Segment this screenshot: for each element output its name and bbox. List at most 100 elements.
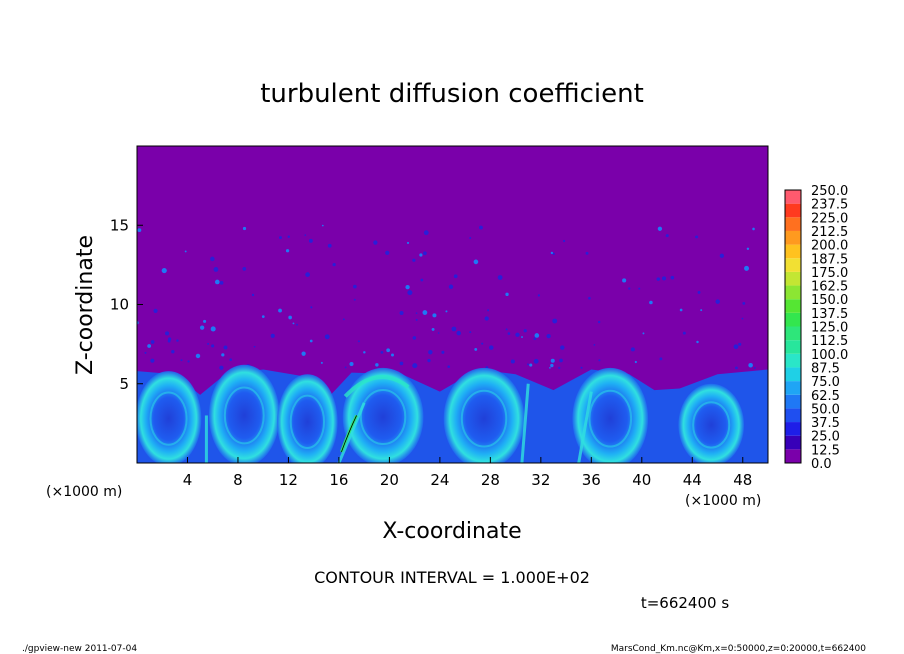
colorbar-level-label: 150.0 bbox=[811, 293, 848, 308]
eddy-swirl bbox=[223, 386, 265, 445]
speckle bbox=[748, 362, 753, 368]
speckle bbox=[161, 267, 167, 274]
speckle bbox=[474, 347, 478, 351]
speckle bbox=[431, 327, 435, 331]
speckle bbox=[301, 351, 306, 356]
contour-line bbox=[341, 415, 357, 453]
speckle bbox=[697, 290, 701, 294]
plot-area bbox=[136, 145, 769, 464]
speckle bbox=[445, 310, 448, 313]
colorbar-level-label: 112.5 bbox=[811, 334, 848, 349]
colorbar-segment bbox=[785, 381, 801, 395]
x-tick-label: 16 bbox=[329, 471, 348, 489]
speckle bbox=[167, 339, 171, 343]
eddy-cell bbox=[342, 367, 424, 463]
speckle bbox=[741, 317, 744, 320]
speckle bbox=[505, 328, 508, 331]
speckle bbox=[497, 275, 503, 280]
speckle bbox=[210, 326, 216, 332]
speckle bbox=[448, 284, 454, 289]
speckle bbox=[406, 241, 410, 245]
speckle bbox=[344, 366, 347, 369]
updraft-streak bbox=[577, 391, 593, 463]
speckle bbox=[630, 347, 635, 352]
speckle bbox=[242, 226, 247, 231]
x-tick-label: 20 bbox=[380, 471, 399, 489]
speckle bbox=[657, 226, 663, 231]
speckle bbox=[593, 344, 596, 346]
colorbar-segment bbox=[785, 203, 801, 218]
speckle bbox=[176, 339, 179, 342]
colorbar-segment bbox=[785, 299, 801, 313]
colorbar-level-label: 162.5 bbox=[811, 280, 848, 295]
speckle bbox=[390, 353, 394, 357]
speckle bbox=[552, 318, 558, 324]
colorbar: 0.012.525.037.550.062.575.087.5100.0112.… bbox=[784, 184, 848, 472]
eddy-cell bbox=[277, 374, 338, 463]
x-tick-label: 4 bbox=[183, 471, 193, 489]
colorbar-level-label: 187.5 bbox=[811, 252, 848, 267]
speckle bbox=[373, 240, 378, 245]
speckle bbox=[171, 350, 175, 354]
speckle bbox=[598, 359, 601, 362]
speckle bbox=[456, 330, 461, 336]
speckle bbox=[320, 361, 323, 364]
y-tick-label: 10 bbox=[110, 296, 129, 314]
speckle bbox=[363, 351, 366, 354]
speckle bbox=[324, 334, 330, 340]
eddy-cell bbox=[208, 364, 280, 463]
plume-cap bbox=[343, 375, 410, 398]
y-axis-ticks: 5 10 15 bbox=[110, 216, 143, 393]
speckle bbox=[559, 358, 563, 363]
speckle bbox=[638, 287, 641, 290]
speckle bbox=[327, 243, 332, 248]
speckle bbox=[580, 366, 583, 369]
colorbar-segment bbox=[785, 285, 801, 300]
x-tick-label: 28 bbox=[481, 471, 500, 489]
speckle bbox=[550, 251, 554, 255]
speckle bbox=[279, 236, 282, 240]
eddy-cell bbox=[443, 367, 525, 463]
colorbar-level-label: 37.5 bbox=[811, 416, 840, 431]
speckle bbox=[562, 239, 566, 243]
colorbar-level-label: 250.0 bbox=[811, 184, 848, 199]
speckle bbox=[423, 251, 427, 256]
colorbar-segment bbox=[785, 422, 801, 436]
speckle bbox=[415, 312, 418, 315]
speckle bbox=[507, 332, 511, 335]
colorbar-segment bbox=[785, 312, 801, 327]
speckle bbox=[487, 309, 490, 312]
speckle bbox=[505, 292, 509, 297]
speckle bbox=[207, 342, 210, 345]
speckle bbox=[550, 363, 554, 368]
speckle bbox=[251, 293, 255, 297]
speckle bbox=[546, 333, 551, 339]
speckle bbox=[533, 358, 539, 364]
speckle bbox=[203, 319, 207, 323]
speckle bbox=[253, 345, 256, 348]
colorbar-level-label: 212.5 bbox=[811, 225, 848, 240]
speckle bbox=[432, 313, 437, 318]
speckle bbox=[696, 340, 699, 344]
speckle bbox=[285, 249, 290, 253]
speckle bbox=[585, 251, 589, 255]
speckle bbox=[214, 279, 220, 285]
speckle bbox=[137, 228, 142, 233]
speckle bbox=[469, 331, 472, 334]
speckle bbox=[412, 336, 417, 340]
speckle bbox=[753, 366, 756, 369]
colorbar-segment bbox=[785, 190, 801, 204]
colorbar-frame bbox=[784, 189, 802, 464]
speckle bbox=[515, 332, 520, 337]
speckle bbox=[479, 225, 483, 230]
speckle bbox=[738, 342, 742, 346]
speckle bbox=[375, 363, 379, 367]
x-tick-label: 48 bbox=[733, 471, 752, 489]
colorbar-level-label: 125.0 bbox=[811, 321, 848, 336]
colorbar-level-label: 237.5 bbox=[811, 198, 848, 213]
speckle bbox=[353, 298, 356, 301]
y-axis-label: Z-coordinate bbox=[73, 235, 98, 375]
colorbar-segment bbox=[785, 340, 801, 354]
speckle bbox=[419, 253, 423, 257]
speckle bbox=[634, 360, 637, 364]
